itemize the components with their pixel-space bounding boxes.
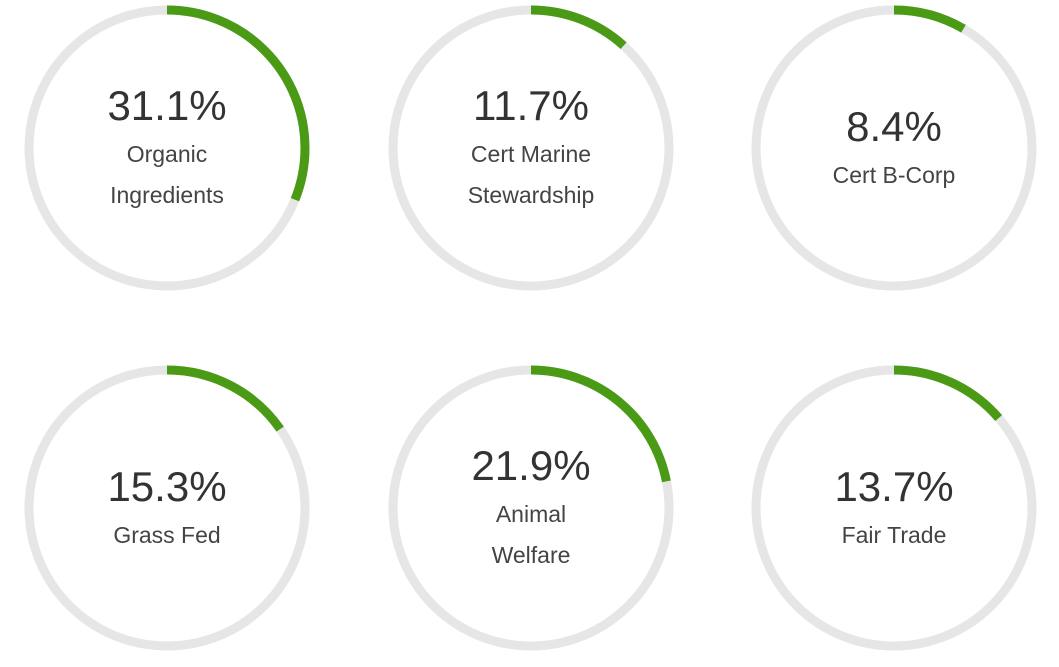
gauge-label-line: Animal: [495, 501, 567, 527]
gauge-label: Organic Ingredients: [67, 134, 267, 216]
gauge-label: Grass Fed: [67, 515, 267, 556]
gauge-text: 8.4% Cert B-Corp: [749, 3, 1039, 293]
gauge-value: 11.7%: [473, 82, 589, 129]
gauge-label-line: Welfare: [491, 542, 571, 568]
gauge: 31.1% Organic Ingredients: [22, 3, 312, 293]
gauge-label: Cert Marine Stewardship: [431, 134, 631, 216]
gauge-value: 15.3%: [107, 462, 227, 510]
gauge-progress-arc: [388, 5, 674, 291]
gauge-label-line: Fair Trade: [841, 521, 947, 548]
gauge-label-line: Organic: [126, 141, 208, 167]
gauge-label-line: Stewardship: [467, 182, 595, 208]
gauge-value: 31.1%: [107, 82, 227, 129]
gauge-progress-arc: [388, 365, 674, 651]
gauge-text: 13.7% Fair Trade: [749, 363, 1039, 653]
gauge-label-line: Grass Fed: [113, 521, 221, 548]
gauge-text: 21.9% Animal Welfare: [386, 363, 676, 653]
gauge-progress-arc: [24, 5, 310, 291]
gauge-label-line: Ingredients: [110, 182, 224, 208]
gauge-progress-arc: [751, 365, 1037, 651]
gauge-label: Fair Trade: [794, 515, 994, 556]
gauge-text: 15.3% Grass Fed: [22, 363, 312, 653]
gauge-label-line: Cert B-Corp: [832, 161, 956, 188]
gauge-ring: [388, 365, 674, 651]
gauge-ring: [388, 5, 674, 291]
gauge: 21.9% Animal Welfare: [386, 363, 676, 653]
gauge: 8.4% Cert B-Corp: [749, 3, 1039, 293]
gauge-value: 21.9%: [471, 442, 591, 489]
gauge-value: 8.4%: [846, 102, 942, 150]
gauge-text: 11.7% Cert Marine Stewardship: [386, 3, 676, 293]
gauge-label: Cert B-Corp: [794, 155, 994, 196]
gauge-text: 31.1% Organic Ingredients: [22, 3, 312, 293]
gauge-ring: [751, 5, 1037, 291]
gauge: 11.7% Cert Marine Stewardship: [386, 3, 676, 293]
gauge-value: 13.7%: [834, 462, 954, 510]
gauge-ring: [24, 5, 310, 291]
gauge-ring: [24, 365, 310, 651]
gauge-ring: [751, 365, 1037, 651]
gauge-label: Animal Welfare: [431, 494, 631, 576]
gauge-progress-arc: [751, 5, 1037, 291]
gauge-progress-arc: [24, 365, 310, 651]
gauge-label-line: Cert Marine: [470, 141, 592, 167]
gauge: 13.7% Fair Trade: [749, 363, 1039, 653]
gauge: 15.3% Grass Fed: [22, 363, 312, 653]
